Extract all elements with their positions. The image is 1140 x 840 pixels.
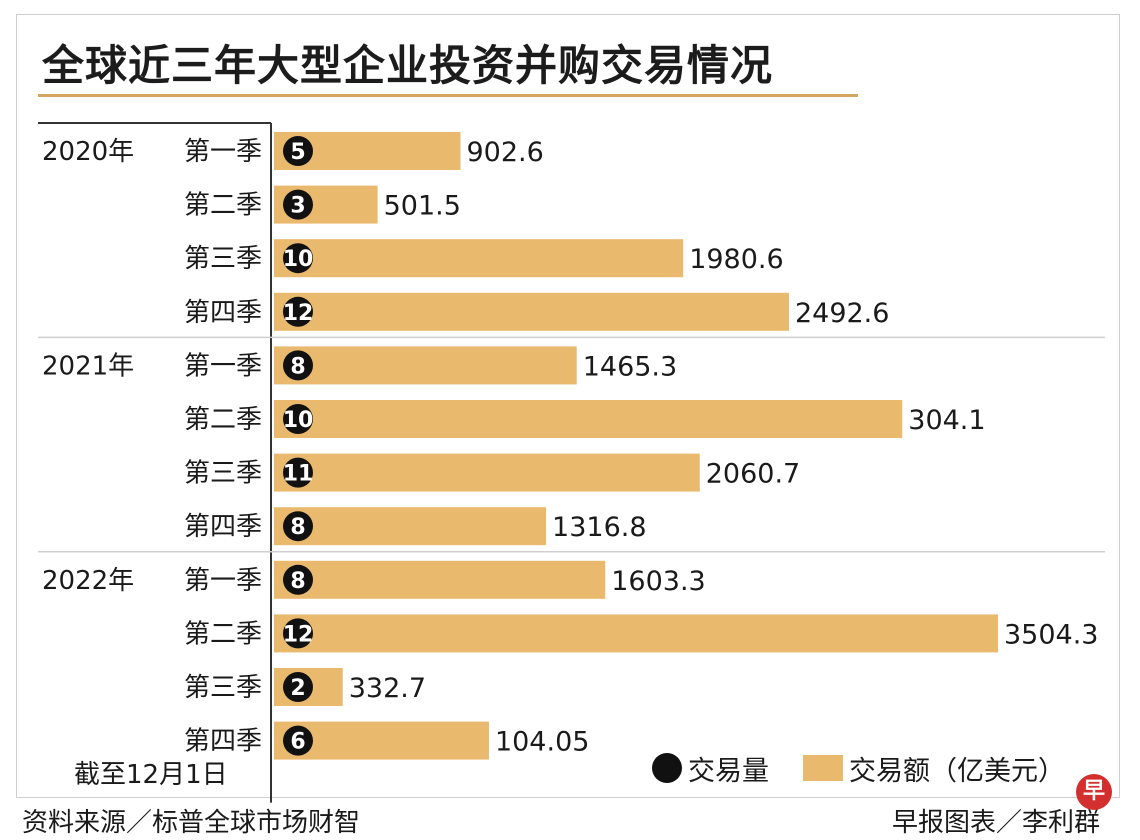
- amount-value-label: 2492.6: [795, 298, 889, 329]
- amount-value-label: 104.05: [495, 727, 589, 758]
- amount-bar: [274, 292, 789, 331]
- cutoff-note: 截至12月1日: [74, 760, 228, 790]
- deal-count-label: 6: [290, 730, 305, 755]
- quarter-label: 第三季: [184, 459, 262, 489]
- deal-count-label: 11: [283, 462, 314, 487]
- quarter-label: 第二季: [184, 619, 262, 649]
- quarter-label: 第三季: [184, 673, 262, 703]
- year-label: 2021年: [42, 351, 134, 381]
- deal-count-marker: [283, 725, 313, 756]
- amount-value-label: 1603.3: [611, 566, 705, 597]
- deal-count-marker: [283, 511, 313, 542]
- amount-bar: [274, 560, 606, 599]
- amount-value-label: 1316.8: [552, 512, 646, 543]
- deal-count-label: 3: [290, 194, 305, 219]
- quarter-label: 第四季: [184, 727, 262, 757]
- legend: 交易量 交易额（亿美元）: [652, 748, 1065, 788]
- deal-count-label: 8: [290, 354, 305, 379]
- deal-count-marker: [283, 350, 313, 381]
- amount-value-label: 1980.6: [689, 244, 783, 275]
- amount-value-label: 2060.7: [706, 459, 800, 490]
- amount-bar: [274, 400, 903, 438]
- chart-title: 全球近三年大型企业投资并购交易情况: [42, 41, 774, 90]
- legend-amount-swatch: [803, 755, 843, 781]
- quarter-label: 第一季: [184, 137, 262, 167]
- deal-count-marker: [283, 136, 313, 166]
- deal-count-label: 8: [290, 569, 305, 594]
- deal-count-marker: [283, 457, 313, 488]
- deal-count-marker: [283, 189, 313, 220]
- source-note: 资料来源／标普全球市场财智: [22, 808, 361, 838]
- legend-amount-label: 交易额（亿美元）: [849, 755, 1065, 787]
- deal-count-label: 12: [283, 622, 314, 647]
- deal-count-label: 12: [283, 301, 314, 326]
- quarter-label: 第一季: [184, 566, 262, 596]
- year-label: 2020年: [42, 137, 134, 167]
- credit-note: 早报图表／李利群: [892, 808, 1101, 838]
- deal-count-label: 10: [283, 247, 314, 272]
- legend-volume-label: 交易量: [688, 755, 769, 787]
- amount-bar: [274, 507, 547, 546]
- amount-value-label: 501.5: [384, 191, 461, 222]
- deal-count-label: 2: [290, 676, 305, 701]
- quarter-label: 第三季: [184, 244, 262, 274]
- quarter-label: 第四季: [184, 512, 262, 542]
- amount-bar: [274, 346, 577, 385]
- deal-count-marker: [283, 296, 313, 327]
- amount-bar: [274, 453, 700, 492]
- quarter-label: 第一季: [184, 351, 262, 381]
- amount-bar: [274, 614, 998, 653]
- deal-count-marker: [283, 564, 313, 595]
- amount-value-label: 304.1: [908, 405, 985, 436]
- zaobao-logo-icon: 早: [1076, 774, 1112, 810]
- quarter-label: 第二季: [184, 405, 262, 435]
- deal-count-marker: [283, 243, 313, 274]
- deal-count-marker: [283, 672, 313, 702]
- title-underline: [38, 94, 858, 97]
- amount-bar: [274, 239, 684, 278]
- amount-value-label: 332.7: [349, 673, 426, 704]
- amount-value-label: 1465.3: [583, 351, 677, 382]
- quarter-label: 第二季: [184, 191, 262, 221]
- amount-value-label: 902.6: [466, 137, 543, 168]
- deal-count-label: 10: [283, 408, 314, 433]
- year-label: 2022年: [42, 566, 134, 596]
- deal-count-marker: [283, 404, 313, 434]
- quarter-label: 第四季: [184, 298, 262, 328]
- amount-value-label: 3504.3: [1004, 619, 1098, 650]
- deal-count-label: 5: [290, 140, 305, 165]
- legend-volume-marker: [652, 753, 682, 783]
- deal-count-label: 8: [290, 515, 305, 540]
- deal-count-marker: [283, 618, 313, 649]
